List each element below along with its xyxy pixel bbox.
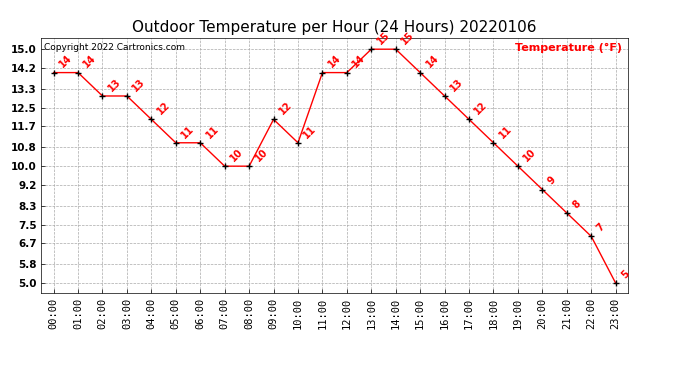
Text: 11: 11 [302,123,318,140]
Text: 14: 14 [57,53,74,70]
Text: 8: 8 [571,198,582,210]
Text: 12: 12 [155,100,172,117]
Text: 14: 14 [424,53,440,70]
Text: 14: 14 [351,53,367,70]
Text: 10: 10 [253,147,269,164]
Text: 10: 10 [522,147,538,164]
Text: 14: 14 [326,53,343,70]
Text: 13: 13 [106,76,123,93]
Text: 15: 15 [400,30,416,46]
Text: 9: 9 [546,175,558,187]
Text: Temperature (°F): Temperature (°F) [515,43,622,52]
Text: 13: 13 [448,76,465,93]
Text: 11: 11 [179,123,196,140]
Text: 12: 12 [473,100,489,117]
Text: 11: 11 [204,123,221,140]
Text: 5: 5 [620,268,631,280]
Text: 14: 14 [81,53,99,70]
Text: Copyright 2022 Cartronics.com: Copyright 2022 Cartronics.com [44,43,186,52]
Text: 11: 11 [497,123,514,140]
Text: 13: 13 [130,76,147,93]
Title: Outdoor Temperature per Hour (24 Hours) 20220106: Outdoor Temperature per Hour (24 Hours) … [132,20,537,35]
Text: 12: 12 [277,100,294,117]
Text: 10: 10 [228,147,245,164]
Text: 15: 15 [375,30,392,46]
Text: 7: 7 [595,222,607,234]
